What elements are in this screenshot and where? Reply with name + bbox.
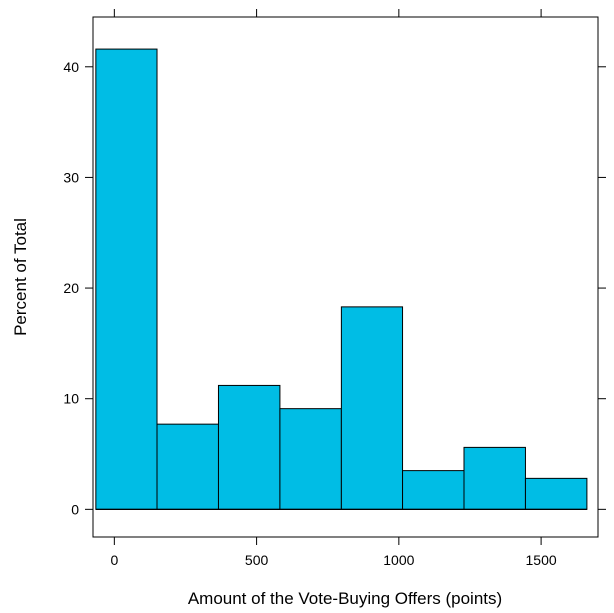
bars-group [95,48,588,510]
histogram-bar [463,446,526,510]
histogram-bar [217,384,281,510]
histogram-bar [156,423,219,510]
histogram-bar [279,408,342,510]
x-tick-label: 1000 [383,552,414,568]
y-tick-label: 30 [63,169,79,185]
x-tick-label: 500 [245,552,269,568]
plot-frame [92,16,599,538]
histogram-bar [95,48,158,510]
histogram-bar [524,477,588,510]
histogram-bar [340,306,404,510]
x-tick-label: 1500 [526,552,557,568]
histogram-bar [402,470,465,510]
x-axis-label: Amount of the Vote-Buying Offers (points… [188,589,502,608]
x-axis-ticks: 0 500 1000 1500 [110,9,557,568]
y-tick-label: 40 [63,59,79,75]
y-tick-label: 20 [63,280,79,296]
x-tick-label: 0 [110,552,118,568]
y-tick-label: 10 [63,391,79,407]
y-tick-label: 0 [71,501,79,517]
y-axis-label: Percent of Total [11,218,30,336]
y-axis-ticks: 0 10 20 30 40 [63,59,606,517]
